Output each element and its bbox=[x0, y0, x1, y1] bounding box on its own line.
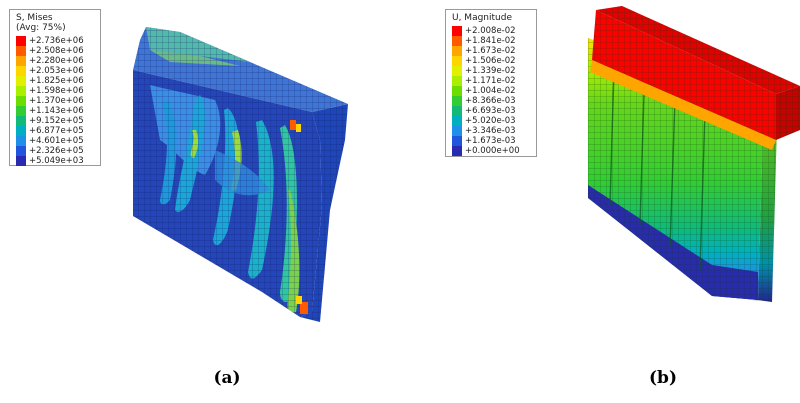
displacement-legend-value: +1.841e-02 bbox=[465, 36, 516, 46]
stress-legend-row: +4.601e+05 bbox=[16, 136, 95, 146]
stress-legend-swatch bbox=[16, 86, 26, 96]
displacement-legend-row: +1.841e-02 bbox=[452, 36, 531, 46]
stress-legend-row: +2.326e+05 bbox=[16, 146, 95, 156]
stress-legend-swatch bbox=[16, 116, 26, 126]
displacement-legend-row: +3.346e-03 bbox=[452, 126, 531, 136]
stress-legend-value: +5.049e+03 bbox=[29, 156, 84, 166]
stress-legend-row: +9.152e+05 bbox=[16, 116, 95, 126]
panel-a-caption: (a) bbox=[213, 368, 241, 388]
stress-legend-swatch bbox=[16, 46, 26, 56]
stress-legend-swatch bbox=[16, 136, 26, 146]
displacement-legend-row: +6.693e-03 bbox=[452, 106, 531, 116]
stress-legend-swatch bbox=[16, 126, 26, 136]
stress-legend-value: +2.326e+05 bbox=[29, 146, 84, 156]
stress-legend-swatch bbox=[16, 36, 26, 46]
displacement-legend-swatch bbox=[452, 86, 462, 96]
displacement-legend-row: +1.004e-02 bbox=[452, 86, 531, 96]
stress-legend-row: +1.370e+06 bbox=[16, 96, 95, 106]
stress-legend-swatch bbox=[16, 56, 26, 66]
stress-legend-row: +6.877e+05 bbox=[16, 126, 95, 136]
displacement-legend-value: +2.008e-02 bbox=[465, 26, 516, 36]
displacement-legend-value: +1.673e-03 bbox=[465, 136, 516, 146]
stress-legend-row: +2.053e+06 bbox=[16, 66, 95, 76]
stress-legend-value: +1.598e+06 bbox=[29, 86, 84, 96]
displacement-legend-value: +1.171e-02 bbox=[465, 76, 516, 86]
stress-legend-swatch bbox=[16, 146, 26, 156]
displacement-legend-row: +1.171e-02 bbox=[452, 76, 531, 86]
displacement-legend-swatch bbox=[452, 56, 462, 66]
stress-legend-row: +2.508e+06 bbox=[16, 46, 95, 56]
displacement-legend-swatch bbox=[452, 66, 462, 76]
displacement-legend-row: +1.673e-02 bbox=[452, 46, 531, 56]
displacement-legend-swatch bbox=[452, 136, 462, 146]
displacement-legend-row: +1.506e-02 bbox=[452, 56, 531, 66]
displacement-legend-title: U, Magnitude bbox=[452, 13, 512, 23]
stress-legend-value: +6.877e+05 bbox=[29, 126, 84, 136]
stress-legend-value: +1.143e+06 bbox=[29, 106, 84, 116]
displacement-legend-value: +1.004e-02 bbox=[465, 86, 516, 96]
stress-legend-swatch bbox=[16, 76, 26, 86]
displacement-legend-value: +1.673e-02 bbox=[465, 46, 516, 56]
stress-legend: S, Mises (Avg: 75%) +2.736e+06 +2.508e+06… bbox=[9, 9, 101, 166]
displacement-legend-swatch bbox=[452, 146, 462, 156]
stress-legend-swatch bbox=[16, 66, 26, 76]
stress-legend-value: +2.736e+06 bbox=[29, 36, 84, 46]
displacement-legend-row: +8.366e-03 bbox=[452, 96, 531, 106]
displacement-legend-value: +1.506e-02 bbox=[465, 56, 516, 66]
stress-legend-value: +9.152e+05 bbox=[29, 116, 84, 126]
stress-legend-swatch bbox=[16, 106, 26, 116]
displacement-legend-row: +1.673e-03 bbox=[452, 136, 531, 146]
stress-legend-value: +2.508e+06 bbox=[29, 46, 84, 56]
stress-legend-title-line-2: (Avg: 75%) bbox=[16, 23, 66, 33]
displacement-legend-value: +0.000e+00 bbox=[465, 146, 520, 156]
displacement-legend-swatch bbox=[452, 36, 462, 46]
displacement-legend-swatch bbox=[452, 46, 462, 56]
stress-legend-row: +5.049e+03 bbox=[16, 156, 95, 166]
displacement-legend-swatch bbox=[452, 116, 462, 126]
stress-legend-row: +2.280e+06 bbox=[16, 56, 95, 66]
displacement-legend-value: +8.366e-03 bbox=[465, 96, 516, 106]
displacement-legend-row: +0.000e+00 bbox=[452, 146, 531, 156]
displacement-legend-value: +1.339e-02 bbox=[465, 66, 516, 76]
stress-legend-title-line-1: S, Mises bbox=[16, 13, 53, 23]
stress-legend-row: +2.736e+06 bbox=[16, 36, 95, 46]
displacement-legend-value: +6.693e-03 bbox=[465, 106, 516, 116]
stress-legend-entries: +2.736e+06 +2.508e+06 +2.280e+06 +2.053e+06… bbox=[16, 36, 95, 166]
stress-legend-swatch bbox=[16, 156, 26, 166]
displacement-legend-row: +1.339e-02 bbox=[452, 66, 531, 76]
stress-legend-value: +4.601e+05 bbox=[29, 136, 84, 146]
stress-legend-row: +1.598e+06 bbox=[16, 86, 95, 96]
panel-b-caption: (b) bbox=[649, 368, 677, 388]
displacement-legend-swatch bbox=[452, 76, 462, 86]
displacement-legend: U, Magnitude +2.008e-02 +1.841e-02 +1.673e… bbox=[445, 9, 537, 157]
stress-legend-row: +1.825e+06 bbox=[16, 76, 95, 86]
displacement-legend-swatch bbox=[452, 26, 462, 36]
displacement-legend-row: +5.020e-03 bbox=[452, 116, 531, 126]
stress-legend-value: +2.053e+06 bbox=[29, 66, 84, 76]
displacement-legend-entries: +2.008e-02 +1.841e-02 +1.673e-02 +1.506e-02… bbox=[452, 26, 531, 156]
displacement-legend-row: +2.008e-02 bbox=[452, 26, 531, 36]
displacement-legend-swatch bbox=[452, 96, 462, 106]
stress-legend-swatch bbox=[16, 96, 26, 106]
displacement-legend-swatch bbox=[452, 126, 462, 136]
displacement-legend-swatch bbox=[452, 106, 462, 116]
stress-legend-row: +1.143e+06 bbox=[16, 106, 95, 116]
stress-legend-value: +1.825e+06 bbox=[29, 76, 84, 86]
stress-legend-value: +1.370e+06 bbox=[29, 96, 84, 106]
displacement-legend-value: +5.020e-03 bbox=[465, 116, 516, 126]
stress-legend-value: +2.280e+06 bbox=[29, 56, 84, 66]
displacement-legend-value: +3.346e-03 bbox=[465, 126, 516, 136]
